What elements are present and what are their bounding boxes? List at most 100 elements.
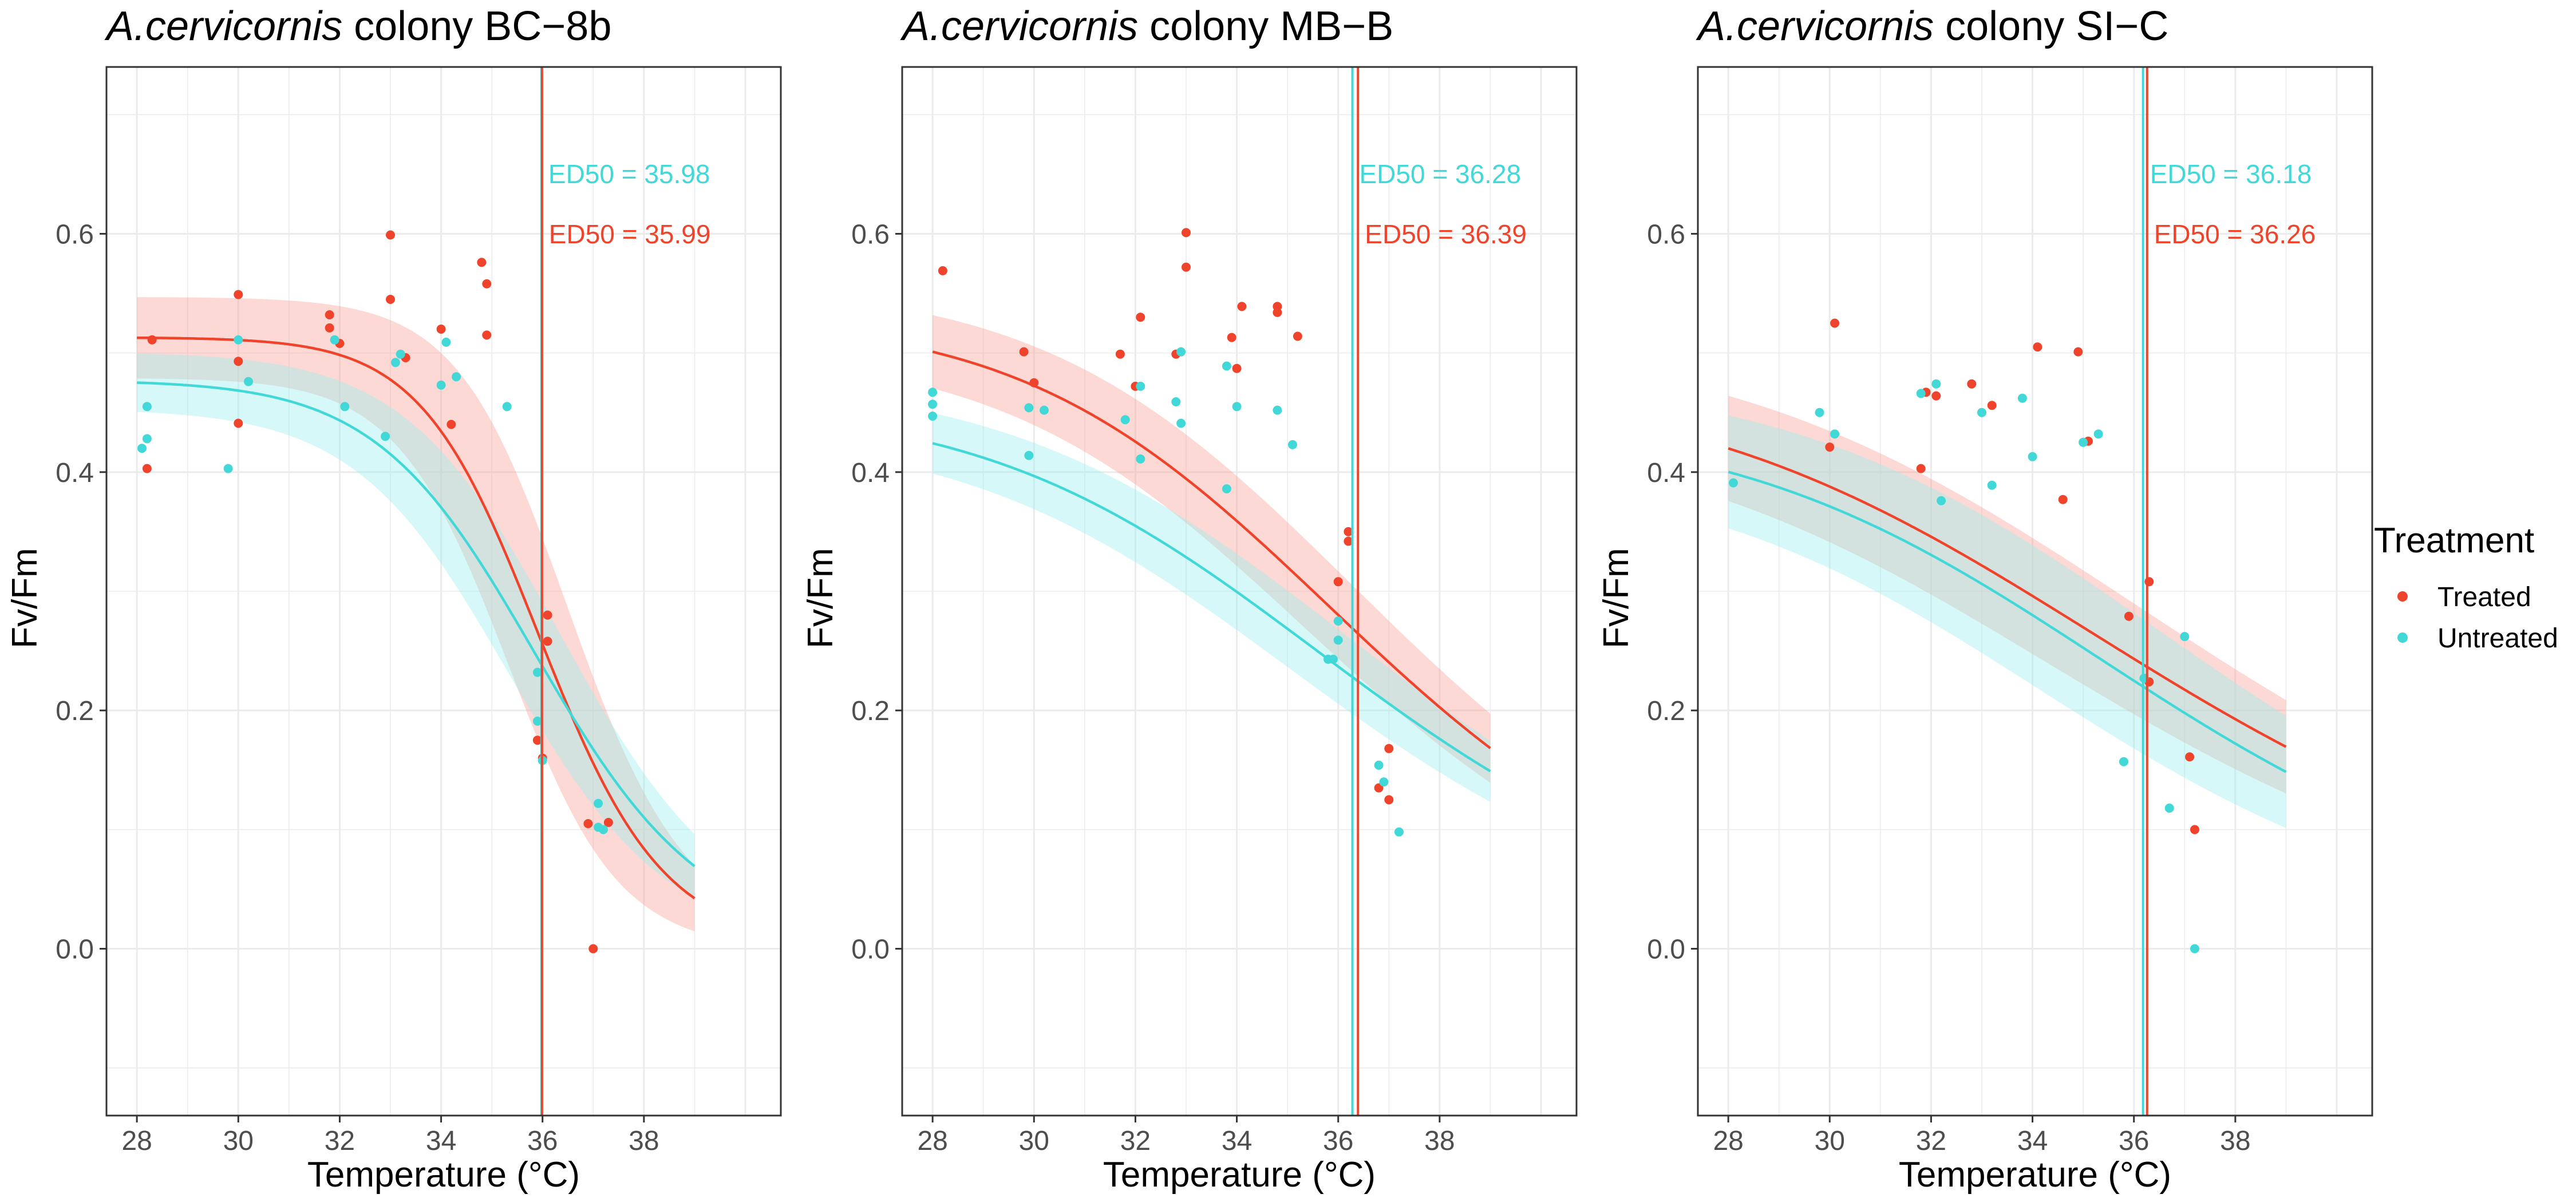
data-point-treated [1344, 527, 1353, 536]
panel-title: A.cervicornis colony MB−B [900, 3, 1393, 49]
ed50-label-treated: ED50 = 36.26 [2154, 219, 2316, 249]
data-point-treated [386, 230, 395, 240]
data-point-treated [1019, 347, 1029, 357]
data-point-untreated [1374, 760, 1384, 770]
x-tick-label: 34 [2017, 1126, 2048, 1156]
y-tick-label: 0.6 [1647, 219, 1685, 250]
data-point-untreated [2079, 437, 2088, 447]
x-tick-label: 38 [629, 1126, 659, 1156]
y-tick-label: 0.4 [56, 458, 94, 488]
data-point-treated [1115, 349, 1125, 359]
x-tick-label: 38 [1424, 1126, 1455, 1156]
data-point-treated [1916, 464, 1926, 473]
data-point-untreated [1136, 381, 1145, 391]
data-point-treated [1333, 577, 1343, 587]
panel-title-colony: colony BC−8b [342, 3, 611, 49]
legend-key-untreated [2397, 632, 2408, 643]
data-point-treated [142, 464, 152, 473]
data-point-treated [2185, 752, 2195, 762]
data-point-treated [1237, 302, 1247, 311]
data-point-untreated [1232, 402, 1242, 412]
data-point-untreated [396, 349, 405, 359]
y-tick-label: 0.4 [1647, 458, 1685, 488]
data-point-treated [1182, 262, 1191, 272]
data-point-untreated [452, 372, 461, 382]
data-point-untreated [2180, 632, 2190, 642]
data-point-treated [603, 817, 613, 827]
legend-key-treated [2397, 591, 2408, 602]
fit-curve-treated [932, 350, 1491, 749]
data-point-untreated [2119, 757, 2128, 766]
x-axis-title: Temperature (°C) [307, 1155, 580, 1195]
x-tick-label: 28 [121, 1126, 152, 1156]
data-point-untreated [1977, 408, 1986, 417]
data-point-untreated [381, 432, 390, 441]
fit-curve-untreated [137, 381, 696, 868]
data-point-untreated [1937, 496, 1946, 505]
data-point-untreated [1176, 347, 1186, 357]
x-tick-label: 32 [1120, 1126, 1151, 1156]
data-point-treated [1384, 795, 1394, 805]
x-tick-label: 34 [1222, 1126, 1252, 1156]
data-point-untreated [1136, 454, 1145, 464]
data-point-treated [482, 279, 492, 288]
data-point-treated [2073, 347, 2083, 357]
data-point-untreated [436, 380, 446, 390]
y-axis: 0.0 0.2 0.4 0.6 [1647, 219, 1698, 965]
data-point-treated [1029, 378, 1039, 388]
legend: Treatment Treated Untreated [2374, 521, 2558, 654]
ed50-lines [2142, 67, 2148, 1116]
data-point-treated [532, 736, 542, 745]
data-point-untreated [1333, 616, 1343, 626]
panel-title-colony: colony MB−B [1138, 3, 1393, 49]
data-point-treated [1136, 313, 1145, 322]
y-tick-label: 0.6 [56, 219, 94, 250]
confidence-band-treated [137, 297, 695, 932]
data-point-untreated [594, 798, 603, 808]
x-axis-title: Temperature (°C) [1103, 1155, 1376, 1195]
data-point-treated [234, 418, 243, 428]
x-tick-label: 28 [917, 1126, 947, 1156]
y-tick-label: 0.0 [1647, 935, 1685, 965]
panel-border [1697, 66, 2373, 1117]
y-tick-label: 0.4 [851, 458, 890, 488]
data-point-treated [1825, 442, 1835, 452]
data-point-untreated [928, 412, 938, 421]
y-axis-title: Fv/Fm [1597, 548, 1636, 649]
data-point-treated [938, 266, 947, 275]
y-tick-label: 0.2 [851, 696, 890, 726]
y-tick-label: 0.0 [56, 935, 94, 965]
y-tick-label: 0.2 [1647, 696, 1685, 726]
data-point-treated [1182, 228, 1191, 238]
data-points [1729, 318, 2199, 954]
x-tick-label: 30 [1019, 1126, 1049, 1156]
x-tick-label: 30 [1815, 1126, 1845, 1156]
confidence-band-treated [933, 315, 1491, 783]
data-point-untreated [1987, 480, 1997, 490]
data-point-treated [477, 258, 487, 267]
y-tick-label: 0.6 [851, 219, 890, 250]
data-point-treated [2144, 577, 2154, 587]
y-axis-title: Fv/Fm [801, 548, 840, 649]
data-point-treated [1273, 307, 1282, 317]
data-point-treated [2124, 611, 2134, 621]
data-point-treated [147, 335, 157, 345]
ed50-label-untreated: ED50 = 36.18 [2150, 159, 2312, 189]
data-point-untreated [223, 464, 233, 473]
data-point-treated [543, 636, 552, 646]
y-tick-label: 0.2 [56, 696, 94, 726]
legend-label-untreated: Untreated [2437, 623, 2558, 654]
panel-si-c: A.cervicornis colony SI−C ED50 = 36.18 ED… [1597, 3, 2373, 1195]
data-point-untreated [1394, 827, 1404, 837]
data-point-untreated [1120, 415, 1130, 425]
y-axis-title: Fv/Fm [5, 548, 45, 649]
data-point-untreated [1379, 777, 1389, 787]
data-point-untreated [928, 400, 938, 409]
data-point-untreated [340, 402, 350, 412]
x-tick-label: 36 [2119, 1126, 2149, 1156]
panel-border [901, 66, 1578, 1117]
data-point-untreated [1222, 361, 1231, 371]
legend-item-untreated: Untreated [2397, 623, 2558, 654]
y-axis: 0.0 0.2 0.4 0.6 [56, 219, 106, 965]
